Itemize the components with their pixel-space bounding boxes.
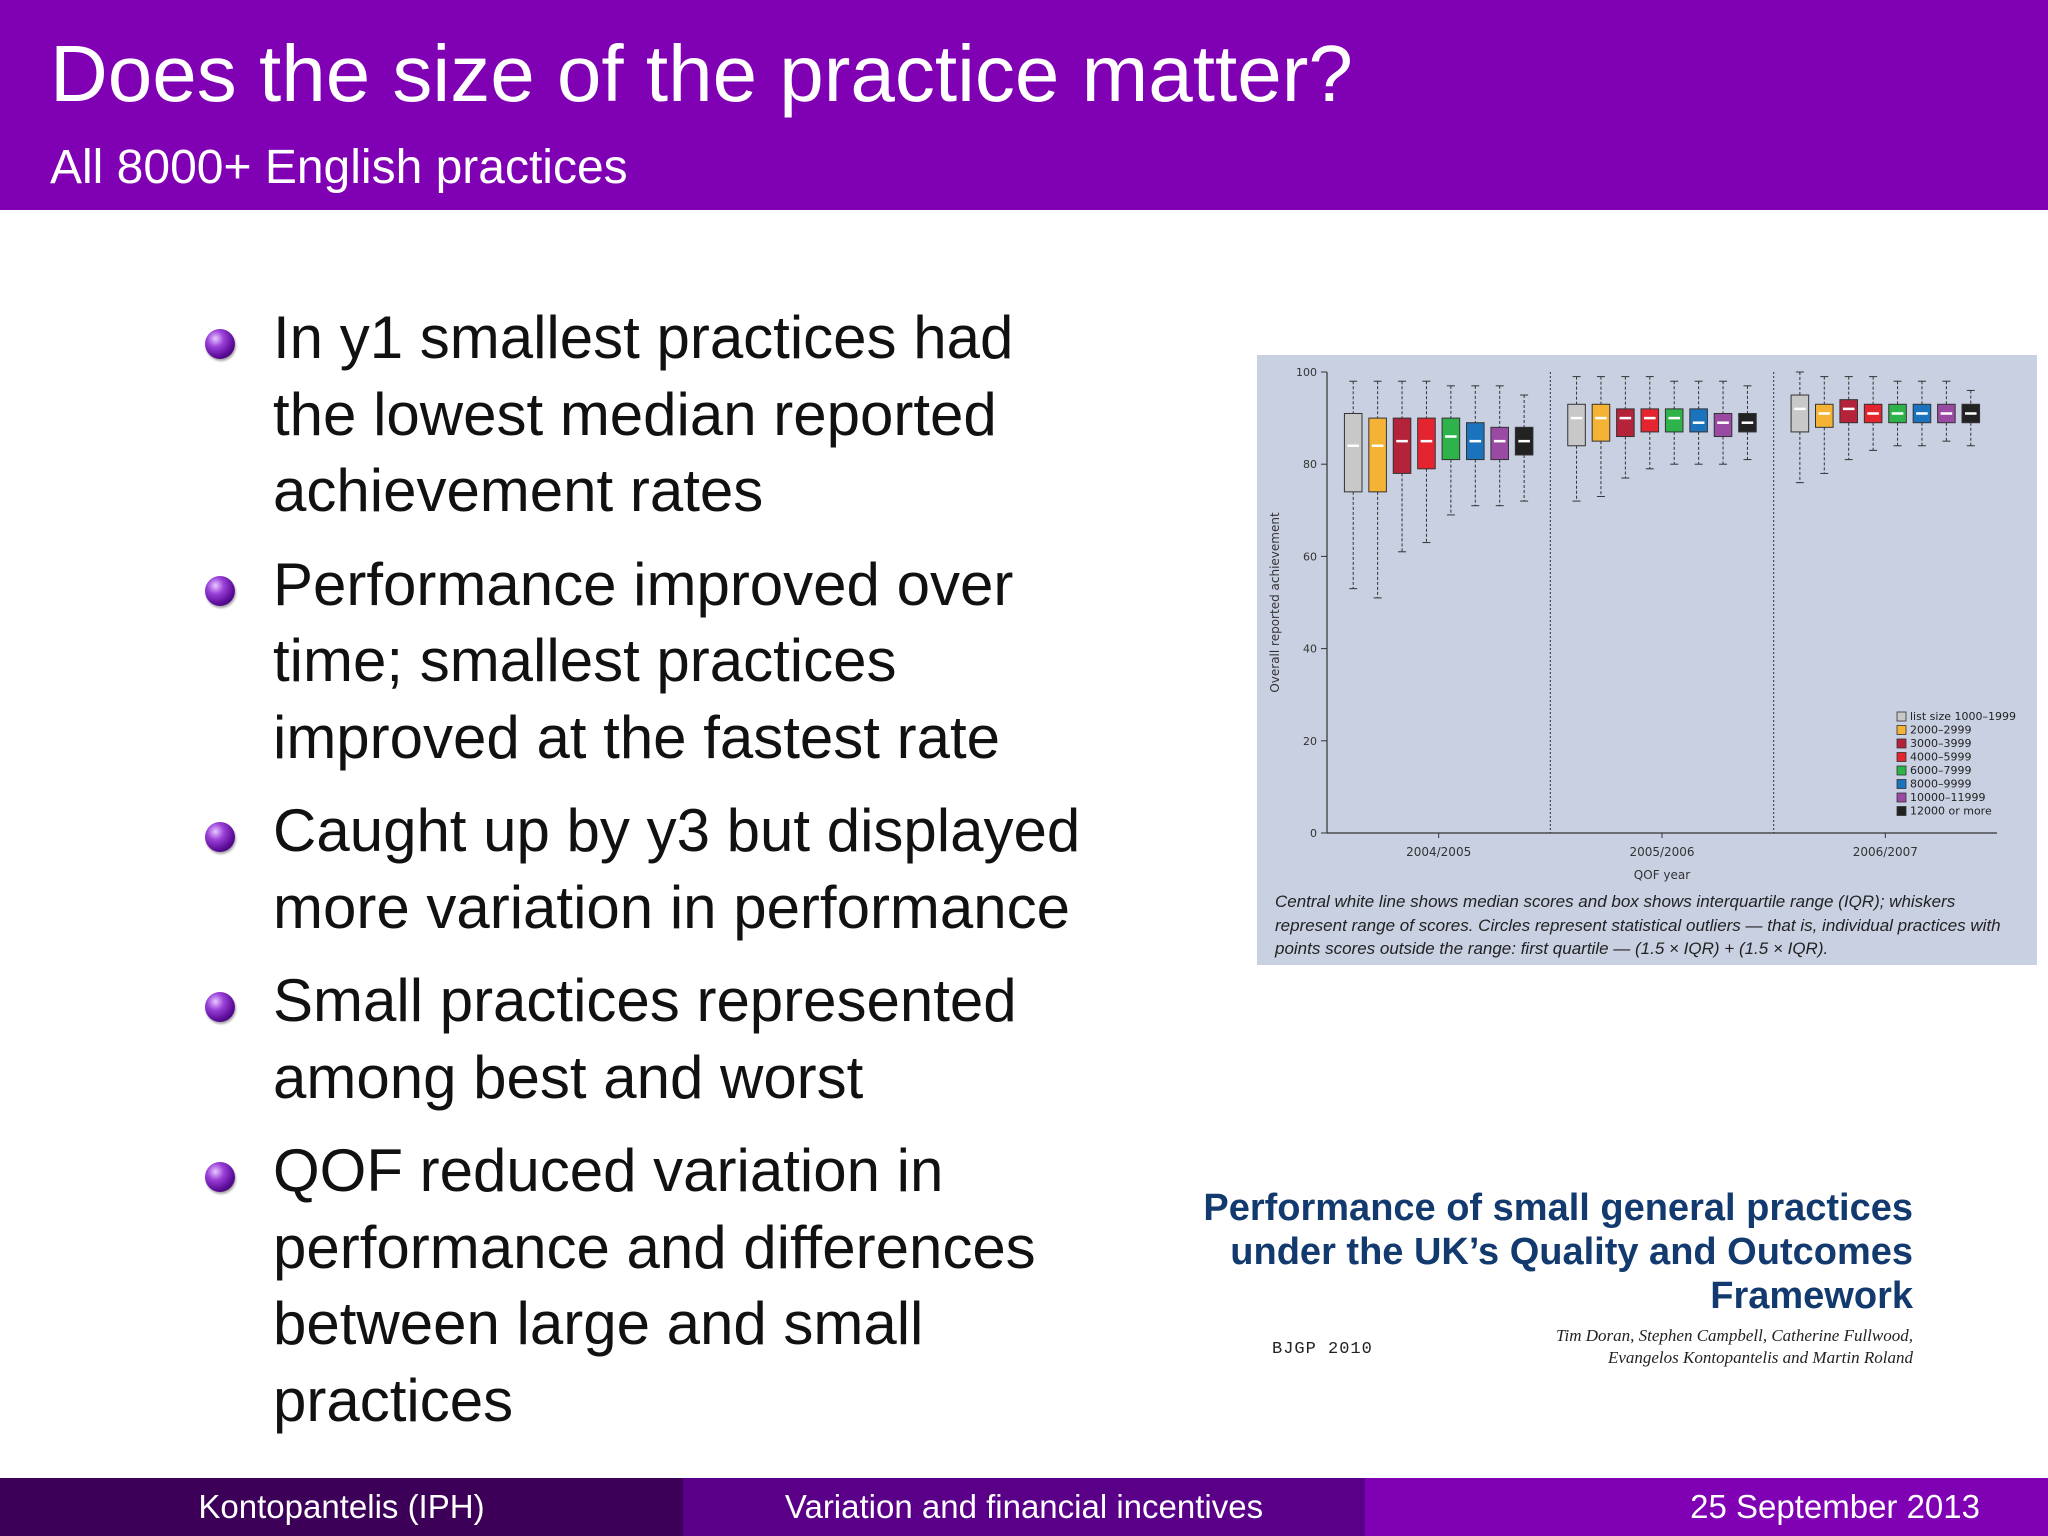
box [1839,399,1858,424]
paper-title: Performance of small general practices u… [1203,1187,1913,1317]
legend-swatch [1896,806,1907,816]
bullet-item: Caught up by y3 but displayed more varia… [205,793,1105,946]
bullet-item: Small practices represented among best a… [205,963,1105,1116]
bullet-text: In y1 smallest practices had the lowest … [273,304,1014,524]
x-tick-label: 2004/2005 [1406,845,1471,859]
bullet-ball-icon [205,329,235,359]
x-tick-label: 2005/2006 [1629,845,1694,859]
bullet-ball-icon [205,1162,235,1192]
box [1441,417,1461,461]
y-tick-label: 40 [1303,643,1317,656]
y-tick-label: 100 [1296,366,1317,379]
y-tick-label: 20 [1303,735,1317,748]
box [1689,408,1708,433]
slide-title: Does the size of the practice matter? [50,29,1353,118]
box [1368,417,1387,493]
bullet-text: Caught up by y3 but displayed more varia… [273,797,1081,941]
box [1567,403,1586,447]
box [1640,408,1660,433]
box-plot-chart: 0 20 40 60 80 100 Overall reported achievement… [1268,366,2016,882]
legend-label: 8000–9999 [1910,778,1972,791]
chart-figure: 0 20 40 60 80 100 Overall reported achievement… [1257,355,2037,965]
bullet-text: Small practices represented among best a… [273,967,1017,1111]
bullet-item: QOF reduced variation in performance and… [205,1133,1105,1439]
bullet-ball-icon [205,575,235,606]
y-tick-label: 80 [1303,458,1317,471]
legend-swatch [1896,752,1907,762]
legend-swatch [1896,779,1907,789]
legend-label: 12000 or more [1910,805,1992,818]
bullet-item: Performance improved over time; smallest… [205,547,1105,777]
bullet-ball-icon [205,822,235,852]
journal-label: BJGP 2010 [1272,1340,1373,1359]
footer-date-container: 25 September 2013 [1365,1478,2048,1536]
legend-swatch [1896,792,1907,803]
slide-header: Does the size of the practice matter? Al… [0,0,2048,210]
box [1343,412,1363,493]
legend-label: 10000–11999 [1910,791,1986,804]
x-axis-label: QOF year [1634,868,1690,882]
box [1392,417,1412,474]
box [1815,403,1834,428]
y-tick-label: 60 [1303,550,1317,563]
authors-line: Evangelos Kontopantelis and Martin Rolan… [1607,1348,1913,1367]
chart-caption: Central white line shows median scores a… [1275,892,2001,958]
box [1664,408,1684,433]
footer-author: Kontopantelis (IPH) [0,1478,683,1536]
slide-footer: Kontopantelis (IPH) Variation and financ… [0,1478,2048,1536]
box [1790,394,1810,433]
paper-authors: Tim Doran, Stephen Campbell, Catherine F… [1433,1325,1913,1369]
bullet-text: Performance improved over time; smallest… [273,550,1014,771]
legend-label: list size 1000–1999 [1910,710,2016,723]
box [1713,412,1733,438]
bullet-text: QOF reduced variation in performance and… [273,1137,1036,1434]
box [1616,408,1635,438]
legend-label: 4000–5999 [1910,751,1972,764]
box [1417,417,1436,470]
x-tick-label: 2006/2007 [1853,845,1918,859]
legend-label: 3000–3999 [1910,737,1972,750]
box [1490,426,1509,461]
authors-line: Tim Doran, Stephen Campbell, Catherine F… [1556,1326,1913,1345]
legend-label: 6000–7999 [1910,764,1972,777]
bullet-ball-icon [205,992,235,1022]
box [1591,403,1611,442]
bullet-list: In y1 smallest practices had the lowest … [205,300,1105,1456]
legend-label: 2000–2999 [1910,724,1972,737]
bullet-item: In y1 smallest practices had the lowest … [205,300,1105,530]
y-tick-label: 0 [1310,827,1317,840]
legend-swatch [1896,738,1907,749]
legend-swatch [1896,725,1907,735]
y-axis-label: Overall reported achievement [1268,512,1282,693]
footer-talk-title: Variation and financial incentives [683,1478,1365,1536]
legend-swatch [1896,711,1907,722]
slide-subtitle: All 8000+ English practices [50,141,628,194]
footer-date: 25 September 2013 [1690,1488,1980,1525]
legend-swatch [1896,765,1907,776]
